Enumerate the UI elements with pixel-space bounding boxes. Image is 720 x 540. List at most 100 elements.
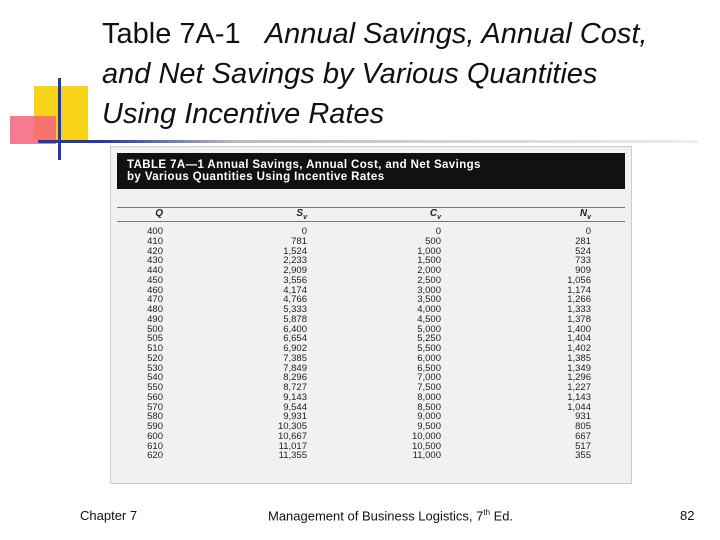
table-cell: 281 bbox=[575, 235, 591, 247]
title-line: Annual Savings, Annual Cost, bbox=[264, 18, 648, 50]
table-cell: 805 bbox=[575, 421, 591, 432]
table-cell: 781 bbox=[291, 235, 307, 247]
table-cell: 6,654 bbox=[283, 333, 307, 345]
table-cell: 570 bbox=[147, 401, 163, 413]
table-cell: 1,266 bbox=[567, 294, 591, 306]
table-cell: 9,500 bbox=[417, 421, 441, 432]
footer-text: Management of Business Logistics, 7 bbox=[268, 508, 484, 524]
table-cell: 580 bbox=[147, 411, 163, 423]
table-cell: 500 bbox=[425, 235, 441, 247]
table-cell: 0 bbox=[435, 226, 441, 237]
table-cell: 2,000 bbox=[417, 265, 441, 276]
table-cell: 7,000 bbox=[417, 372, 441, 384]
table-cell: 1,349 bbox=[567, 362, 591, 374]
table-cell: 1,044 bbox=[567, 401, 591, 413]
column-header: Cv bbox=[411, 208, 441, 221]
deco-red bbox=[10, 116, 56, 144]
table-image: TABLE 7A—1 Annual Savings, Annual Cost, … bbox=[110, 146, 632, 484]
table-cell: 7,500 bbox=[417, 382, 441, 393]
table-cell: 550 bbox=[147, 382, 163, 393]
table-cell: 510 bbox=[147, 343, 163, 354]
header-sub: v bbox=[437, 214, 441, 221]
table-cell: 1,174 bbox=[567, 284, 591, 296]
table-cell: 4,766 bbox=[283, 294, 307, 306]
header-sub: v bbox=[303, 214, 307, 221]
table-cell: 9,143 bbox=[283, 391, 307, 403]
table-cell: 4,174 bbox=[283, 284, 307, 296]
table-cell: 2,233 bbox=[283, 255, 307, 267]
table-cell: 610 bbox=[147, 440, 163, 452]
table-cell: 9,931 bbox=[283, 411, 307, 423]
table-cell: 1,404 bbox=[567, 333, 591, 345]
table-cell: 5,250 bbox=[417, 333, 441, 345]
table-cell: 490 bbox=[147, 313, 163, 325]
table-cell: 1,402 bbox=[567, 343, 591, 354]
title-line: and Net Savings by Various Quantities bbox=[102, 58, 598, 90]
table-cell: 8,296 bbox=[283, 372, 307, 384]
table-cell: 1,524 bbox=[283, 245, 307, 257]
header-sub: v bbox=[587, 214, 591, 221]
header-main: C bbox=[429, 208, 438, 219]
table-cell: 9,000 bbox=[417, 411, 441, 423]
table-cell: 450 bbox=[147, 274, 163, 286]
footer-book: Management of Business Logistics, 7th Ed… bbox=[268, 508, 513, 523]
table-cell: 5,000 bbox=[417, 323, 441, 335]
header-main: S bbox=[296, 208, 304, 219]
table-cell: 1,400 bbox=[567, 323, 591, 335]
header-main: N bbox=[579, 208, 588, 219]
header-main: Q bbox=[155, 208, 163, 219]
table-cell: 4,000 bbox=[417, 304, 441, 315]
slide-title: Table 7A-1 Annual Savings, Annual Cost, … bbox=[102, 14, 647, 134]
table-cell: 5,333 bbox=[283, 304, 307, 315]
table-cell: 1,000 bbox=[417, 245, 441, 257]
table-cell: 520 bbox=[147, 352, 163, 364]
table-cell: 11,017 bbox=[278, 440, 307, 452]
table-cell: 430 bbox=[147, 255, 163, 267]
table-cell: 10,305 bbox=[277, 421, 307, 432]
table-cell: 355 bbox=[575, 450, 591, 462]
table-cell: 3,500 bbox=[417, 294, 441, 306]
table-cell: 8,727 bbox=[283, 382, 307, 393]
table-cell: 4,500 bbox=[417, 313, 441, 325]
table-cell: 7,385 bbox=[283, 352, 307, 364]
table-cell: 2,500 bbox=[417, 274, 441, 286]
footer-chapter: Chapter 7 bbox=[80, 508, 138, 523]
table-cell: 460 bbox=[147, 284, 163, 296]
table-cell: 6,500 bbox=[417, 362, 441, 374]
deco-vline bbox=[58, 78, 61, 160]
table-cell: 410 bbox=[147, 235, 163, 247]
table-cell: 560 bbox=[147, 391, 163, 403]
table-cell: 480 bbox=[147, 304, 163, 315]
table-cell: 620 bbox=[147, 450, 163, 462]
table-cell: 1,378 bbox=[567, 313, 591, 325]
table-cell: 8,500 bbox=[417, 401, 441, 413]
table-cell: 6,902 bbox=[283, 343, 307, 354]
table-cell: 6,000 bbox=[417, 352, 441, 364]
table-cell: 8,000 bbox=[417, 391, 441, 403]
column-header: Nv bbox=[561, 208, 591, 221]
caption-line: TABLE 7A—1 Annual Savings, Annual Cost, … bbox=[127, 159, 481, 171]
table-cell: 420 bbox=[147, 245, 163, 257]
table-cell: 9,544 bbox=[283, 401, 307, 413]
table-cell: 0 bbox=[585, 226, 591, 237]
table-cell: 400 bbox=[147, 226, 163, 237]
table-cell: 1,056 bbox=[567, 274, 591, 286]
table-cell: 517 bbox=[575, 440, 591, 452]
table-cell: 10,000 bbox=[411, 430, 441, 442]
footer-sup: th bbox=[483, 508, 491, 517]
deco-hline bbox=[38, 140, 698, 143]
table-cell: 11,000 bbox=[412, 450, 441, 462]
footer-text: Ed. bbox=[490, 508, 514, 524]
table-cell: 1,500 bbox=[417, 255, 441, 267]
title-label: Table 7A-1 bbox=[102, 18, 241, 50]
table-cell: 470 bbox=[147, 294, 163, 306]
footer-page: 82 bbox=[680, 508, 695, 523]
table-cell: 600 bbox=[147, 430, 163, 442]
table-cell: 1,227 bbox=[567, 382, 591, 393]
table-cell: 540 bbox=[147, 372, 163, 384]
table-cell: 1,143 bbox=[567, 391, 591, 403]
table-cell: 3,556 bbox=[283, 274, 307, 286]
table-cell: 0 bbox=[301, 226, 307, 237]
table-cell: 10,667 bbox=[277, 430, 307, 442]
